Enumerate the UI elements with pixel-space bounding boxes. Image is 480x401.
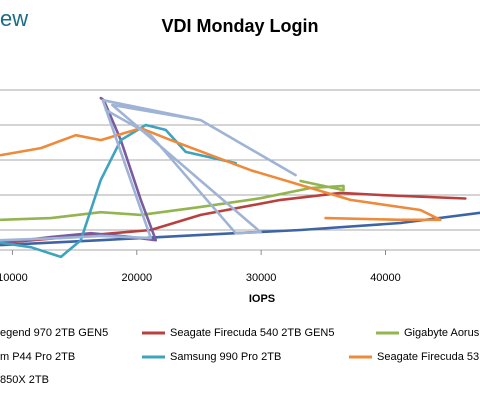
series-line — [0, 126, 442, 222]
legend-label: Seagate Firecuda 53 — [377, 351, 479, 363]
legend-label: Seagate Firecuda 540 2TB GEN5 — [170, 327, 334, 339]
x-tick-label: 40000 — [370, 272, 401, 284]
series-line — [0, 211, 480, 247]
series-line — [0, 179, 345, 222]
legend-label: m P44 Pro 2TB — [0, 351, 75, 363]
logo: ew — [0, 6, 28, 31]
x-tick-label: 10000 — [0, 272, 28, 284]
legend: egend 970 2TB GEN5 Seagate Firecuda 540 2… — [0, 327, 480, 386]
series-line — [0, 98, 297, 242]
legend-label: 850X 2TB — [0, 374, 49, 386]
x-tick-label: 30000 — [246, 272, 277, 284]
legend-label: Gigabyte Aorus 100 — [404, 327, 480, 339]
x-tick-label: 20000 — [121, 272, 152, 284]
lines — [0, 96, 480, 259]
x-axis-label: IOPS — [249, 293, 275, 305]
legend-label: Samsung 990 Pro 2TB — [170, 351, 281, 363]
grid: 10000 20000 30000 40000 — [0, 89, 480, 284]
chart-title: VDI Monday Login — [162, 16, 319, 36]
legend-label: egend 970 2TB GEN5 — [0, 327, 108, 339]
series-line — [0, 96, 158, 245]
